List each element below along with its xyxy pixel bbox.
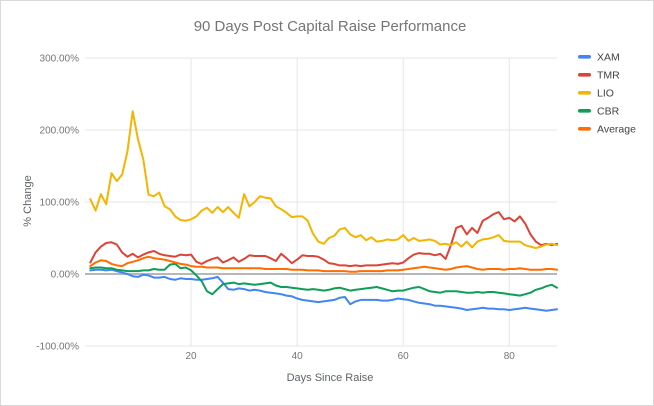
y-tick-label: 300.00% — [40, 54, 80, 65]
y-tick-label: -100.00% — [36, 342, 79, 353]
series-line-Average — [89, 255, 558, 273]
legend-label-TMR: TMR — [597, 70, 620, 82]
legend-label-CBR: CBR — [597, 106, 620, 118]
y-axis-ticks: 300.00% 200.00% 100.00% 0.00% -100.00% — [36, 54, 79, 353]
legend: XAM TMR LIO CBR Average — [578, 52, 636, 136]
x-tick-label: 80 — [504, 351, 516, 362]
gridlines — [85, 57, 557, 347]
series-line-LIO — [89, 110, 558, 250]
x-axis-ticks: 20 40 60 80 — [186, 351, 516, 362]
legend-swatch-CBR — [578, 109, 591, 113]
series-line-TMR — [89, 211, 558, 268]
y-axis-title: % Change — [22, 175, 34, 226]
series-lines — [89, 110, 558, 312]
y-tick-label: 200.00% — [40, 126, 80, 137]
x-tick-label: 40 — [292, 351, 304, 362]
legend-swatch-LIO — [578, 91, 591, 95]
x-tick-label: 60 — [398, 351, 410, 362]
y-tick-label: 100.00% — [40, 198, 80, 209]
legend-swatch-XAM — [578, 55, 591, 59]
legend-swatch-Average — [578, 127, 591, 131]
y-tick-label: 0.00% — [51, 270, 79, 281]
legend-label-LIO: LIO — [597, 88, 614, 100]
legend-swatch-TMR — [578, 73, 591, 77]
series-line-XAM — [89, 268, 558, 312]
series-line-CBR — [89, 262, 558, 297]
chart-title: 90 Days Post Capital Raise Performance — [194, 18, 467, 35]
x-axis-title: Days Since Raise — [287, 372, 374, 384]
legend-label-XAM: XAM — [597, 52, 620, 64]
legend-label-Average: Average — [597, 124, 636, 136]
x-tick-label: 20 — [186, 351, 198, 362]
